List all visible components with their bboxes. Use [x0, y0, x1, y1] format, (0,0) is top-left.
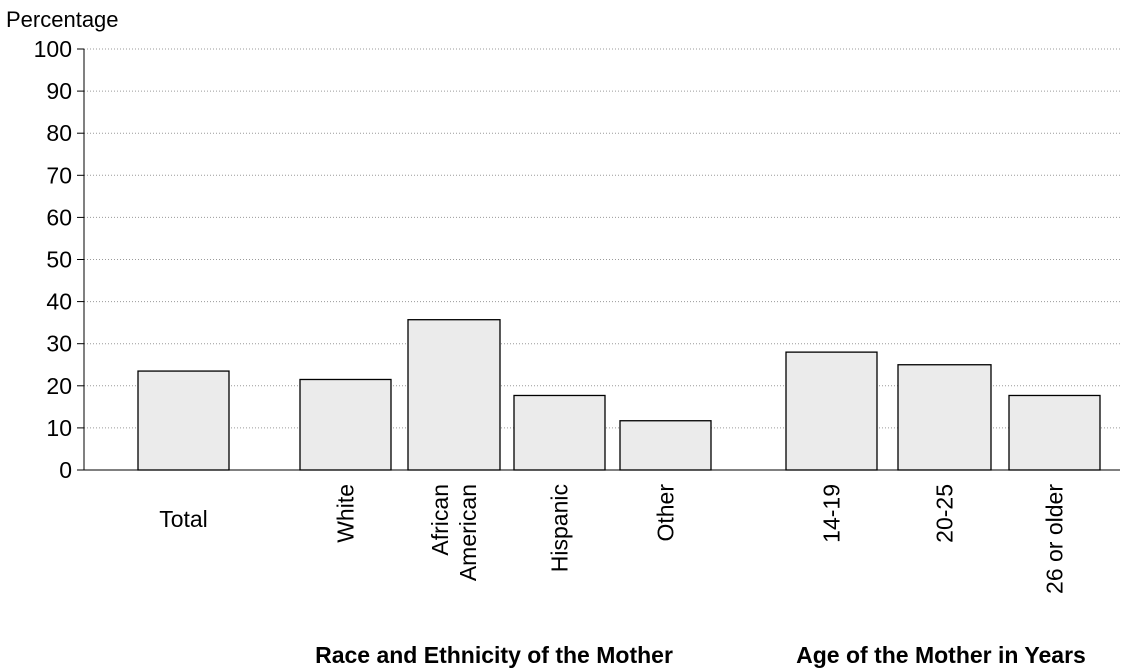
y-tick-label: 100 — [34, 36, 72, 62]
bars — [137, 319, 1101, 471]
group-label-race: Race and Ethnicity of the Mother — [315, 642, 673, 668]
y-axis-title: Percentage — [6, 7, 119, 32]
y-tick-label: 0 — [59, 457, 72, 483]
bar-african-american — [407, 319, 501, 471]
category-labels: Total White African American Hispanic Other 14… — [159, 484, 1067, 594]
bar-other — [619, 420, 712, 471]
bar-hispanic — [513, 394, 606, 471]
y-tick-label: 10 — [46, 415, 72, 441]
bar-20-25 — [897, 364, 992, 471]
y-tick-label: 20 — [46, 373, 72, 399]
category-label: Other — [653, 484, 679, 542]
y-tick-label: 70 — [46, 162, 72, 188]
bar-26-or-older — [1008, 394, 1101, 471]
group-label-age: Age of the Mother in Years — [796, 642, 1086, 668]
bar-14-19 — [785, 351, 878, 471]
y-tick-label: 50 — [46, 247, 72, 273]
category-label: White — [333, 484, 359, 543]
category-label: 26 or older — [1042, 484, 1068, 594]
y-tick-label: 60 — [46, 204, 72, 230]
bar-total — [137, 370, 230, 471]
y-tick-label: 40 — [46, 289, 72, 315]
category-label: 14-19 — [819, 484, 845, 543]
category-label: 20-25 — [932, 484, 958, 543]
bar-white — [299, 378, 392, 471]
axes — [77, 48, 1120, 471]
y-tick-label: 30 — [46, 331, 72, 357]
y-tick-label: 80 — [46, 120, 72, 146]
category-label: American — [455, 484, 481, 581]
y-tick-labels: 0 10 20 30 40 50 60 70 80 90 100 — [34, 36, 72, 483]
category-label: African — [427, 484, 453, 556]
y-tick-label: 90 — [46, 78, 72, 104]
category-label: Hispanic — [547, 484, 573, 572]
category-label: Total — [159, 506, 208, 532]
